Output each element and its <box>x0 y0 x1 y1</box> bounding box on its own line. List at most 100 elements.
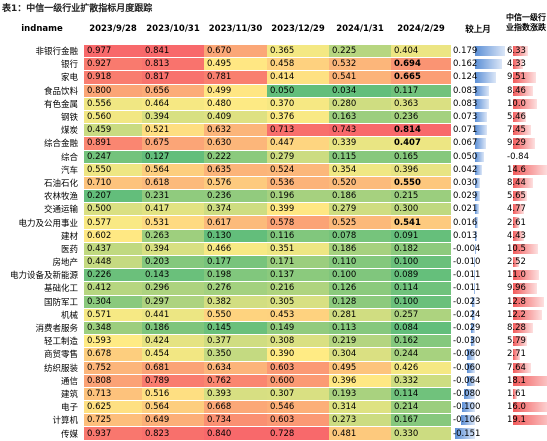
heat-cell: 0.113 <box>329 321 391 334</box>
heat-cell: 0.516 <box>142 387 204 400</box>
heat-cell: 0.314 <box>329 401 391 414</box>
heat-cell: 0.207 <box>84 190 142 203</box>
cell-value: 0.050 <box>451 152 477 162</box>
heat-cell: 0.520 <box>329 176 391 189</box>
heat-cell: 0.495 <box>204 58 267 71</box>
industry-name: 家电 <box>0 71 84 84</box>
heat-cell: 0.130 <box>204 229 267 242</box>
cell-value: -0.011 <box>451 270 480 280</box>
cell-value: -0.84 <box>505 152 529 162</box>
heat-cell: 0.396 <box>391 163 451 176</box>
industry-name: 电力及公用事业 <box>0 216 84 229</box>
change-cell: -0.060 <box>451 348 505 361</box>
cell-value: -0.023 <box>451 297 480 307</box>
heat-cell: 0.840 <box>204 427 267 440</box>
heat-cell: 0.182 <box>391 242 451 255</box>
heat-cell: 0.424 <box>142 335 204 348</box>
data-bar <box>475 46 505 56</box>
heat-cell: 0.681 <box>142 361 204 374</box>
heat-cell: 0.100 <box>391 256 451 269</box>
heat-cell: 0.236 <box>391 110 451 123</box>
return-cell: 9.51 <box>505 71 547 84</box>
heat-cell: 0.137 <box>267 269 329 282</box>
heat-cell: 0.078 <box>329 229 391 242</box>
return-cell: 6.33 <box>505 45 547 58</box>
heat-cell: 0.396 <box>329 374 391 387</box>
heat-cell: 0.296 <box>142 282 204 295</box>
cell-value: -0.024 <box>451 310 480 320</box>
heat-cell: 0.167 <box>391 414 451 427</box>
industry-name: 食品饮料 <box>0 84 84 97</box>
heat-cell: 0.665 <box>391 71 451 84</box>
cell-value: 0.013 <box>451 231 477 241</box>
heat-cell: 0.304 <box>329 348 391 361</box>
column-header: 较上月 <box>451 13 505 45</box>
heat-cell: 0.171 <box>267 256 329 269</box>
industry-name: 电子 <box>0 401 84 414</box>
cell-value: 5.65 <box>505 191 526 201</box>
heat-cell: 0.177 <box>204 256 267 269</box>
heat-cell: 0.117 <box>391 84 451 97</box>
heat-cell: 0.437 <box>84 242 142 255</box>
heat-cell: 0.050 <box>267 84 329 97</box>
cell-value: 8.44 <box>505 178 526 188</box>
return-cell: 4.43 <box>505 229 547 242</box>
heat-cell: 0.186 <box>329 242 391 255</box>
heat-cell: 0.531 <box>142 216 204 229</box>
cell-value: 4.77 <box>505 204 526 214</box>
heat-cell: 0.670 <box>204 45 267 58</box>
return-cell: 11.0 <box>505 269 547 282</box>
industry-name: 传媒 <box>0 427 84 440</box>
heat-cell: 0.276 <box>204 282 267 295</box>
cell-value: 12.2 <box>505 310 526 320</box>
change-cell: -0.030 <box>451 335 505 348</box>
heat-cell: 0.426 <box>391 361 451 374</box>
return-cell: -0.84 <box>505 150 547 163</box>
cell-value: 6.33 <box>505 46 526 56</box>
heat-cell: 0.279 <box>267 150 329 163</box>
heat-cell: 0.149 <box>267 321 329 334</box>
heat-cell: 0.564 <box>142 163 204 176</box>
heat-cell: 0.603 <box>267 361 329 374</box>
return-cell: 19.1 <box>505 414 547 427</box>
heat-cell: 0.308 <box>267 335 329 348</box>
heat-cell: 0.412 <box>84 282 142 295</box>
cell-value: 4.33 <box>505 59 526 69</box>
cell-value: 0.073 <box>451 112 477 122</box>
industry-name: 医药 <box>0 242 84 255</box>
cell-value: 2.61 <box>505 218 526 228</box>
heat-cell: 0.728 <box>267 427 329 440</box>
cell-value: 11.0 <box>505 270 526 280</box>
cell-value: 4.43 <box>505 231 526 241</box>
heat-cell: 0.743 <box>329 124 391 137</box>
heat-cell: 0.351 <box>267 242 329 255</box>
heat-cell: 0.226 <box>84 269 142 282</box>
industry-name: 消费者服务 <box>0 321 84 334</box>
cell-value: 9.29 <box>505 138 526 148</box>
cell-value: 0.179 <box>451 46 477 56</box>
data-bar <box>475 99 489 109</box>
heat-cell: 0.525 <box>329 216 391 229</box>
cell-value: 5.79 <box>505 336 526 346</box>
cell-value: -0.106 <box>451 415 480 425</box>
heat-cell: 0.100 <box>391 295 451 308</box>
industry-name: 有色金属 <box>0 97 84 110</box>
return-cell: 4.77 <box>505 203 547 216</box>
change-cell: -0.060 <box>451 361 505 374</box>
cell-value: -0.060 <box>451 363 480 373</box>
heat-cell: 0.564 <box>142 401 204 414</box>
change-cell: -0.029 <box>451 321 505 334</box>
heat-cell: 0.279 <box>329 203 391 216</box>
cell-value: 7.64 <box>505 363 526 373</box>
heat-cell: 0.577 <box>84 216 142 229</box>
cell-value: 2.71 <box>505 349 526 359</box>
column-header: 2023/10/31 <box>142 13 204 45</box>
return-cell: 10.5 <box>505 242 547 255</box>
cell-value: -0.029 <box>451 323 480 333</box>
